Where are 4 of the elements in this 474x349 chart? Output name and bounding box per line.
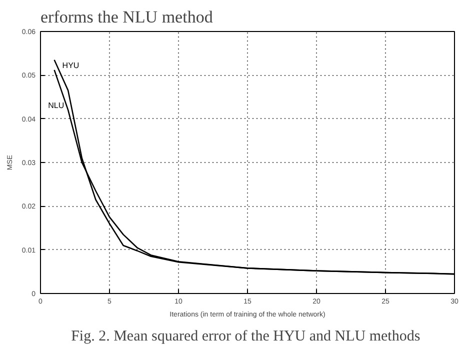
caption: Fig. 2. Mean squared error of the HYU and NLU methods — [71, 328, 420, 344]
text: erforms the NLU method — [40, 8, 214, 26]
series-label: HYU — [62, 60, 80, 70]
series-label: NLU — [48, 101, 64, 110]
